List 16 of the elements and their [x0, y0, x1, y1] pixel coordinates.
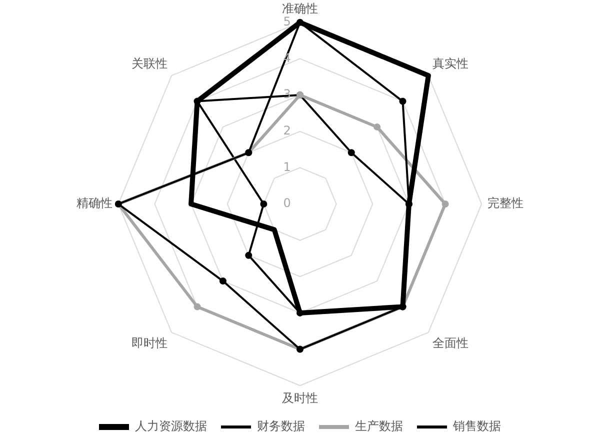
y-tick-label: 0	[283, 196, 291, 210]
legend-label: 销售数据	[452, 419, 501, 434]
y-tick-label: 1	[283, 160, 291, 174]
spoke-label: 精确性	[76, 196, 112, 210]
spoke-label: 关联性	[131, 56, 168, 70]
legend-label: 财务数据	[257, 419, 305, 434]
spoke-label: 真实性	[432, 56, 469, 70]
spoke-label: 准确性	[282, 1, 318, 16]
spoke-label: 完整性	[488, 196, 524, 210]
spoke-label: 即时性	[131, 336, 168, 350]
y-tick-label: 2	[283, 123, 291, 138]
legend-label: 生产数据	[355, 419, 403, 434]
spoke-label: 全面性	[432, 336, 469, 350]
spoke-label: 及时性	[282, 390, 318, 405]
legend-label: 人力资源数据	[135, 419, 207, 434]
y-tick-label: 5	[283, 14, 291, 29]
